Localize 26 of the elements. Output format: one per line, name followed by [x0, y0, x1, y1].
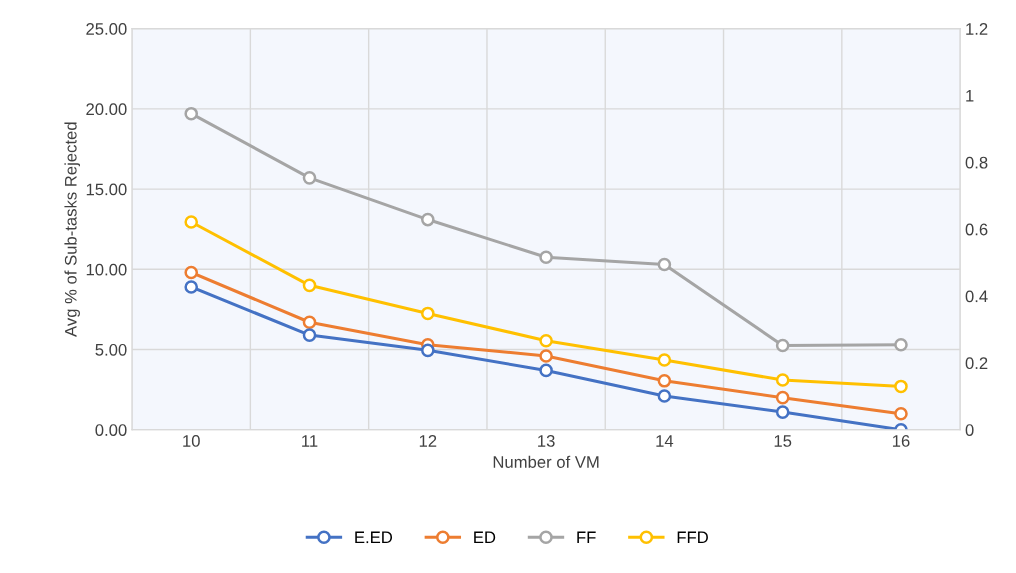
x-tick-label: 16	[892, 435, 910, 447]
y2-tick-label: 0.2	[965, 357, 988, 370]
legend-label: FF	[577, 531, 596, 544]
y-tick-label: 15.00	[86, 183, 127, 196]
y2-tick-label: 0.4	[965, 290, 988, 303]
x-tick-label: 15	[774, 435, 792, 447]
y2-tick-label: 0.8	[965, 156, 988, 169]
y-tick-label: 0.00	[95, 424, 127, 436]
y-tick-label: 10.00	[86, 263, 127, 276]
legend-label: ED	[474, 531, 496, 544]
y-tick-label: 20.00	[86, 103, 127, 116]
y-tick-label: 5.00	[95, 343, 127, 356]
y-tick-label: 25.00	[86, 23, 127, 35]
x-tick-label: 12	[419, 435, 437, 447]
x-tick-label: 10	[183, 435, 200, 447]
x-tick-label: 14	[656, 435, 674, 447]
x-tick-label: 13	[538, 435, 555, 447]
y2-tick-label: 1	[966, 90, 974, 102]
legend-label: E.ED	[355, 531, 393, 544]
y2-tick-label: 0	[965, 424, 974, 436]
y2-tick-label: 1.2	[966, 23, 988, 35]
y-axis-title: Avg % of Sub-tasks Rejected	[64, 122, 80, 337]
x-tick-label: 11	[302, 435, 318, 447]
y2-tick-label: 0.6	[965, 223, 988, 236]
legend-label: FFD	[677, 531, 708, 544]
x-axis-title: Number of VM	[493, 455, 599, 468]
